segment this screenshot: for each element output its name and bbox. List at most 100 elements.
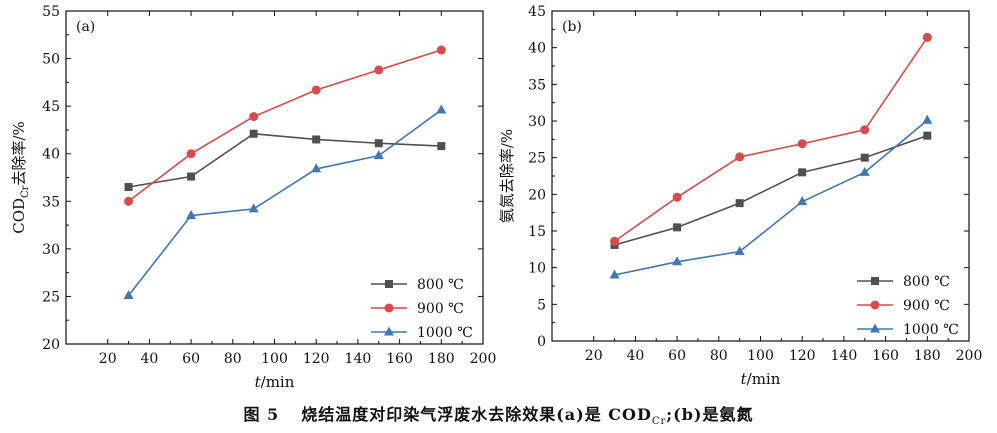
figure: 20 40 60 80 100 120 140 160 180 20020253035404550… bbox=[10, 4, 982, 391]
data-marker-square bbox=[860, 153, 869, 162]
data-marker-triangle bbox=[311, 163, 322, 173]
data-marker-circle bbox=[797, 139, 807, 149]
data-marker-triangle bbox=[436, 104, 447, 114]
data-marker-triangle bbox=[609, 269, 620, 279]
y-axis-label-main: COD bbox=[10, 198, 28, 234]
y-tick-label: 45 bbox=[528, 4, 546, 20]
y-tick-label: 45 bbox=[42, 99, 60, 115]
series-triangle bbox=[123, 104, 447, 299]
x-tick-label: 60 bbox=[182, 351, 200, 367]
series-circle bbox=[124, 45, 446, 206]
y-axis-label-sub: Cr bbox=[20, 185, 31, 198]
data-marker-circle bbox=[870, 300, 880, 310]
x-tick-label: 180 bbox=[914, 348, 941, 364]
y-tick-label: 10 bbox=[528, 261, 546, 277]
data-marker-triangle bbox=[123, 289, 134, 299]
data-marker-triangle bbox=[734, 246, 745, 256]
series-line bbox=[614, 36, 928, 242]
data-marker-square bbox=[735, 199, 744, 208]
y-axis-label: CODCr去除率/% bbox=[10, 121, 31, 234]
y-tick-label: 30 bbox=[528, 114, 546, 130]
panel-label: (a) bbox=[76, 19, 95, 35]
data-marker-circle bbox=[311, 85, 321, 95]
data-marker-square bbox=[249, 129, 258, 138]
x-tick-label: 160 bbox=[386, 351, 413, 367]
y-axis-label: 氨氮去除率/% bbox=[498, 129, 516, 223]
data-marker-square bbox=[437, 142, 446, 151]
y-tick-label: 40 bbox=[42, 147, 60, 163]
legend: 800 ℃ 900 ℃ 1000 ℃ bbox=[857, 274, 959, 338]
data-marker-circle bbox=[672, 192, 682, 202]
x-axis-label-var: t bbox=[255, 373, 262, 391]
x-tick-label: 160 bbox=[872, 348, 899, 364]
x-tick-label: 100 bbox=[261, 351, 288, 367]
data-marker-square bbox=[673, 223, 682, 232]
x-axis-label-unit: /min bbox=[747, 370, 781, 388]
data-marker-square bbox=[312, 135, 321, 144]
chart-panel-b: 20 40 60 80 100 120 140 160 180 200 0 5 10 15 20 25 30 35… bbox=[498, 4, 982, 388]
series-line bbox=[128, 132, 442, 188]
caption-text-part1: 烧结温度对印染气浮废水去除效果(a)是 COD bbox=[301, 405, 652, 424]
chart-panel-a: 20 40 60 80 100 120 140 160 180 200 20 25 30 35 40 45 50… bbox=[10, 4, 496, 391]
x-axis-label-unit: /min bbox=[261, 373, 295, 391]
data-marker-triangle bbox=[797, 196, 808, 206]
y-tick-label: 5 bbox=[537, 297, 546, 313]
legend-label: 800 ℃ bbox=[903, 274, 950, 290]
x-tick-label: 120 bbox=[303, 351, 330, 367]
y-tick-label: 50 bbox=[42, 52, 60, 68]
data-marker-circle bbox=[735, 152, 745, 162]
legend-label: 900 ℃ bbox=[903, 298, 950, 314]
data-marker-square bbox=[923, 131, 932, 140]
x-axis-label-var: t bbox=[741, 370, 748, 388]
x-tick-label: 40 bbox=[140, 351, 158, 367]
data-marker-triangle bbox=[384, 326, 394, 336]
x-tick-label: 140 bbox=[831, 348, 858, 364]
legend-label: 900 ℃ bbox=[417, 301, 464, 317]
data-marker-circle bbox=[186, 149, 196, 159]
legend-label: 1000 ℃ bbox=[903, 322, 959, 338]
legend-label: 1000 ℃ bbox=[417, 325, 473, 341]
caption-text-part2: ;(b)是氨氮 bbox=[666, 405, 754, 424]
data-marker-triangle bbox=[922, 114, 933, 124]
data-marker-circle bbox=[124, 196, 134, 206]
data-marker-triangle bbox=[373, 150, 384, 160]
data-marker-circle bbox=[384, 303, 394, 313]
data-marker-circle bbox=[922, 32, 932, 42]
y-axis-label-rest: 去除率/% bbox=[10, 121, 28, 185]
legend-label: 800 ℃ bbox=[417, 277, 464, 293]
data-marker-triangle bbox=[870, 323, 880, 333]
x-tick-label: 20 bbox=[585, 348, 603, 364]
data-marker-circle bbox=[249, 112, 259, 122]
x-tick-label: 140 bbox=[345, 351, 372, 367]
data-marker-circle bbox=[436, 45, 446, 55]
data-marker-square bbox=[798, 168, 807, 177]
x-tick-label: 40 bbox=[626, 348, 644, 364]
data-marker-triangle bbox=[672, 256, 683, 266]
x-tick-label: 20 bbox=[99, 351, 117, 367]
y-tick-label: 15 bbox=[528, 224, 546, 240]
x-tick-label: 60 bbox=[668, 348, 686, 364]
x-tick-label: 200 bbox=[956, 348, 983, 364]
series-line bbox=[127, 109, 442, 296]
series-line bbox=[128, 49, 442, 202]
series-circle bbox=[610, 32, 932, 246]
y-tick-label: 20 bbox=[528, 187, 546, 203]
y-tick-label: 35 bbox=[42, 194, 60, 210]
data-marker-square bbox=[871, 277, 879, 285]
x-tick-label: 80 bbox=[224, 351, 242, 367]
y-tick-label: 55 bbox=[42, 4, 60, 20]
x-tick-label: 180 bbox=[428, 351, 455, 367]
y-tick-label: 20 bbox=[42, 337, 60, 353]
figure-caption: 图 5 烧结温度对印染气浮废水去除效果(a)是 CODCr;(b)是氨氮 bbox=[0, 401, 997, 427]
series-line bbox=[614, 119, 928, 276]
y-tick-label: 40 bbox=[528, 41, 546, 57]
panel-label: (b) bbox=[562, 19, 582, 35]
data-marker-square bbox=[385, 280, 393, 288]
x-tick-label: 100 bbox=[747, 348, 774, 364]
caption-figure-number: 图 5 bbox=[243, 405, 280, 424]
plot-frame bbox=[551, 10, 970, 342]
data-marker-circle bbox=[610, 236, 620, 246]
caption-text-subscript: Cr bbox=[651, 416, 667, 428]
x-tick-label: 120 bbox=[789, 348, 816, 364]
series-triangle bbox=[609, 114, 933, 279]
